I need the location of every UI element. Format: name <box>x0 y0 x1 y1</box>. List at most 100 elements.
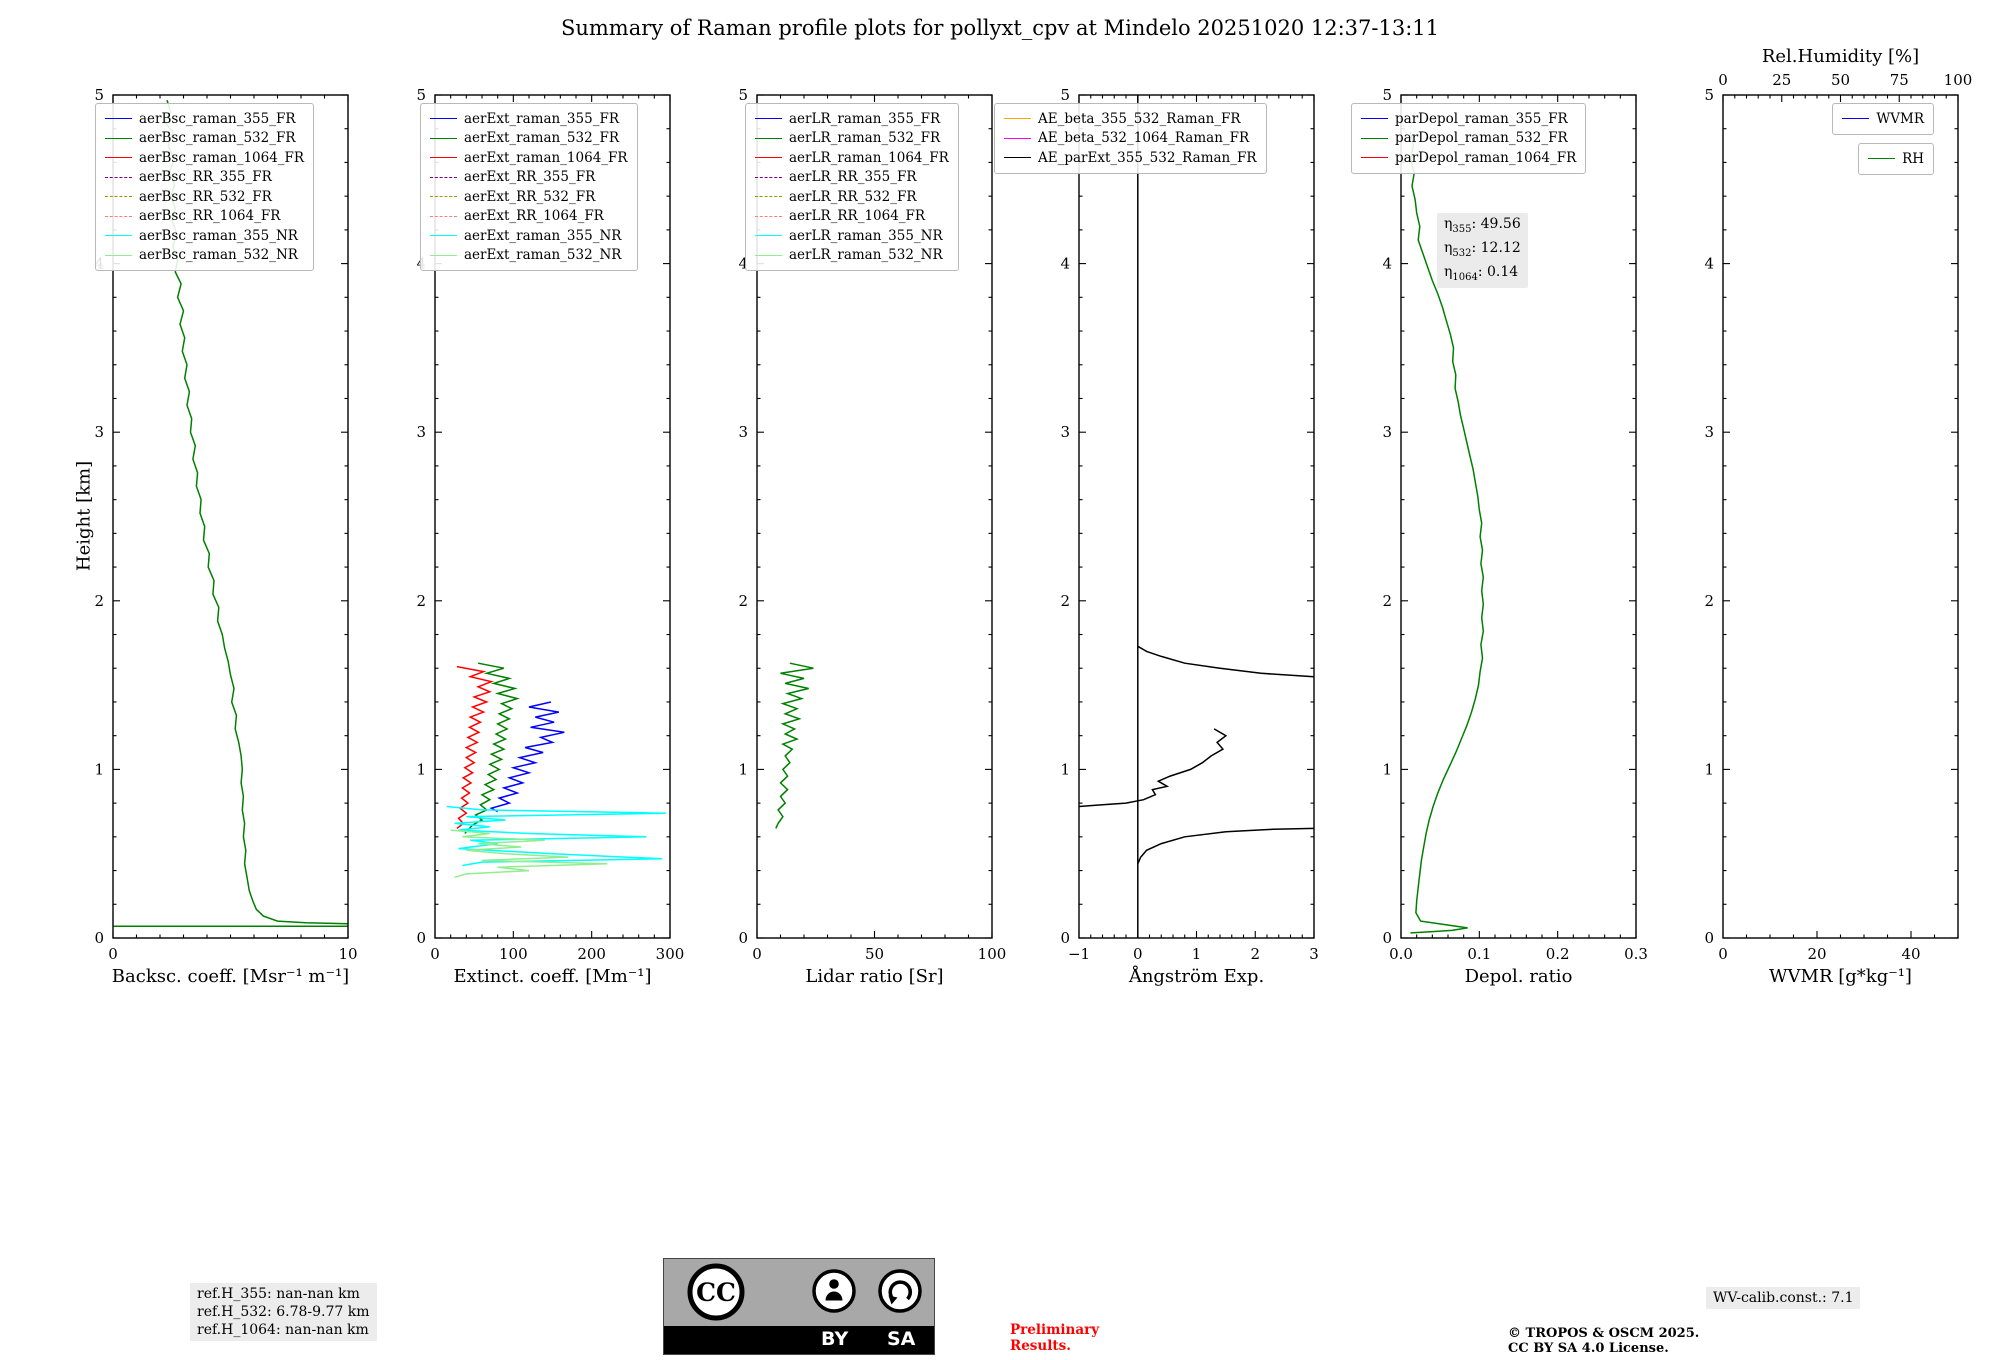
y-tick-label: 3 <box>1704 423 1714 441</box>
legend-item: AE_beta_532_1064_Raman_FR <box>1004 129 1257 149</box>
legend-label: aerLR_raman_355_NR <box>789 227 943 244</box>
cc-logo-icon <box>687 1263 745 1321</box>
eta-annotation: η355: 49.56 η532: 12.12 η1064: 0.14 <box>1437 213 1528 289</box>
legend: RH <box>1858 143 1934 175</box>
y-tick-label: 5 <box>1704 86 1714 104</box>
y-tick-label: 3 <box>94 423 104 441</box>
x-axis-label: Ångström Exp. <box>1128 966 1265 987</box>
legend-line-sample <box>105 118 132 120</box>
y-tick-label: 1 <box>738 760 748 778</box>
legend-item: RH <box>1868 149 1924 169</box>
y-tick-label: 0 <box>94 929 104 947</box>
x-axis-label: Extinct. coeff. [Mm⁻¹] <box>453 966 652 987</box>
legend-label: aerExt_RR_1064_FR <box>464 208 604 225</box>
legend-label: aerLR_RR_355_FR <box>789 169 917 186</box>
legend-label: aerLR_raman_355_FR <box>789 110 941 127</box>
x-tick-label: 0 <box>752 945 762 963</box>
legend-label: aerLR_raman_532_FR <box>789 130 941 147</box>
legend-label: aerExt_RR_532_FR <box>464 188 596 205</box>
y-tick-label: 1 <box>94 760 104 778</box>
series-AE_parExt_middle <box>1078 728 1228 808</box>
x-tick-label: 0 <box>108 945 118 963</box>
legend: WVMR <box>1832 103 1934 135</box>
legend: aerLR_raman_355_FR aerLR_raman_532_FR aerL… <box>745 103 959 271</box>
legend-line-sample <box>1842 118 1870 120</box>
y-tick-label: 5 <box>416 86 426 104</box>
legend-line-sample <box>430 137 457 139</box>
y-tick-label: 1 <box>1382 760 1392 778</box>
legend-label: WVMR <box>1876 110 1924 127</box>
legend-line-sample <box>105 235 132 237</box>
legend-item: aerLR_raman_532_NR <box>755 246 949 266</box>
legend-item: aerLR_RR_355_FR <box>755 168 949 188</box>
legend-line-sample <box>755 118 782 120</box>
legend-label: RH <box>1902 150 1924 167</box>
y-tick-label: 3 <box>416 423 426 441</box>
legend-line-sample <box>1361 157 1388 159</box>
top-tick-label: 0 <box>1718 71 1728 89</box>
x-tick-label: 200 <box>577 945 606 963</box>
y-tick-label: 3 <box>738 423 748 441</box>
cc-sa-arrow-icon <box>878 1269 922 1313</box>
y-tick-label: 0 <box>1704 929 1714 947</box>
x-tick-label: 0.2 <box>1546 945 1570 963</box>
legend: aerBsc_raman_355_FR aerBsc_raman_532_FR ae… <box>95 103 315 271</box>
plot-lidar-ratio: 0 50 100 0 1 2 3 4 5 Lidar ratio [Sr] aerLR_raman_… <box>738 86 1006 987</box>
legend-label: aerExt_RR_355_FR <box>464 169 596 186</box>
legend-label: aerBsc_raman_1064_FR <box>139 149 305 166</box>
legend-line-sample <box>1004 157 1031 159</box>
preliminary-line2: Results. <box>1010 1338 1071 1354</box>
y-tick-label: 0 <box>416 929 426 947</box>
x-tick-label: 0.0 <box>1389 945 1413 963</box>
preliminary-line1: Preliminary <box>1010 1322 1100 1338</box>
legend-line-sample <box>755 254 782 256</box>
legend: AE_beta_355_532_Raman_FR AE_beta_532_1064… <box>994 103 1267 174</box>
y-tick-label: 0 <box>1060 929 1070 947</box>
top-tick-label: 50 <box>1831 71 1850 89</box>
legend-line-sample <box>1004 118 1031 120</box>
legend-label: aerExt_raman_532_FR <box>464 130 619 147</box>
series-aerLR_raman_532_FR <box>775 662 814 829</box>
series-AE_parExt_lower <box>1137 827 1315 865</box>
legend-item: aerExt_raman_532_FR <box>430 129 628 149</box>
legend-item: aerExt_raman_1064_FR <box>430 148 628 168</box>
y-tick-label: 2 <box>1704 592 1714 610</box>
legend-item: aerBsc_raman_355_NR <box>105 226 304 246</box>
plot-canvas: 0.0 0.1 0.2 0.3 0 1 2 3 4 5 <box>1382 86 1647 963</box>
y-tick-label: 2 <box>1060 592 1070 610</box>
legend-label: aerBsc_raman_355_FR <box>139 110 296 127</box>
legend-item: aerBsc_raman_532_FR <box>105 129 304 149</box>
legend-label: aerLR_raman_1064_FR <box>789 149 949 166</box>
sa-arrowhead <box>888 1295 898 1305</box>
series-AE_parExt_upper <box>1137 645 1315 678</box>
legend-label: aerBsc_raman_355_NR <box>139 227 298 244</box>
y-tick-label: 4 <box>1382 255 1392 273</box>
legend-line-sample <box>430 176 457 178</box>
legend-item: parDepol_raman_1064_FR <box>1361 148 1576 168</box>
series-aerExt_raman_355_FR <box>489 701 565 813</box>
legend-label: AE_beta_355_532_Raman_FR <box>1038 110 1241 127</box>
legend-line-sample <box>1004 137 1031 139</box>
y-tick-label: 3 <box>1060 423 1070 441</box>
legend-line-sample <box>105 176 132 178</box>
legend-line-sample <box>430 254 457 256</box>
cc-icons-svg: CC <box>687 1263 922 1321</box>
series-aerExt_raman_532_NR <box>450 829 608 879</box>
y-tick-label: 4 <box>738 255 748 273</box>
y-tick-label: 1 <box>1060 760 1070 778</box>
axes-frame <box>1078 94 1315 939</box>
x-tick-label: 0 <box>1133 945 1143 963</box>
legend-item: aerLR_raman_1064_FR <box>755 148 949 168</box>
legend-item: aerBsc_RR_1064_FR <box>105 207 304 227</box>
figure-title: Summary of Raman profile plots for polly… <box>560 16 1440 40</box>
cc-sa-label: SA <box>887 1328 916 1350</box>
ref-height-1064: ref.H_1064: nan-nan km <box>197 1322 369 1338</box>
legend-line-sample <box>755 176 782 178</box>
legend-item: aerLR_raman_532_FR <box>755 129 949 149</box>
y-tick-label: 5 <box>1382 86 1392 104</box>
y-tick-label: 4 <box>1060 255 1070 273</box>
copyright-note: © TROPOS & OSCM 2025. CC BY SA 4.0 Licen… <box>1508 1326 1699 1356</box>
series-aerExt_raman_532_FR <box>464 662 520 835</box>
top-tick-label: 100 <box>1944 71 1973 89</box>
